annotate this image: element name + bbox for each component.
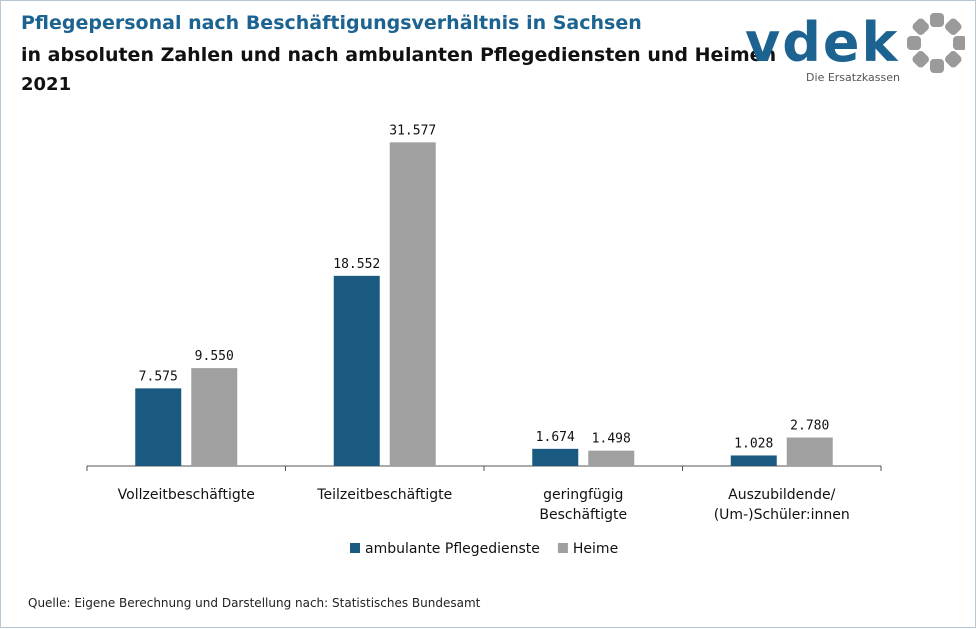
- category-label: Teilzeitbeschäftigte: [316, 487, 452, 503]
- data-label: 1.028: [734, 436, 773, 451]
- bar-ambulant: [135, 388, 182, 466]
- logo-ring-dot: [930, 13, 944, 27]
- legend-swatch: [350, 543, 360, 553]
- data-label: 7.575: [139, 369, 178, 384]
- data-label: 2.780: [790, 419, 829, 434]
- legend-label: ambulante Pflegedienste: [365, 541, 540, 557]
- category-label: (Um-)Schüler:innen: [714, 507, 850, 523]
- data-label: 9.550: [195, 349, 234, 364]
- legend-swatch: [557, 543, 568, 553]
- category-label: geringfügig: [543, 487, 623, 503]
- source-note: Quelle: Eigene Berechnung und Darstellun…: [28, 596, 481, 610]
- logo-ring-dot: [953, 36, 965, 50]
- vdek-logo: vdek Die Ersatzkassen: [745, 11, 965, 84]
- category-label: Beschäftigte: [539, 507, 627, 523]
- logo-ring-dot: [912, 51, 929, 68]
- data-label: 18.552: [333, 257, 380, 272]
- logo-ring-dot: [945, 18, 962, 35]
- logo-wordmark: vdek: [745, 11, 899, 74]
- logo-ring-dot: [930, 59, 944, 73]
- logo-ring-dot: [912, 18, 929, 35]
- bar-heime: [588, 450, 635, 466]
- logo-ring-dot: [945, 51, 962, 68]
- chart-subtitle: in absoluten Zahlen und nach ambulanten …: [21, 44, 777, 66]
- bar-heime: [191, 368, 238, 466]
- bar-ambulant: [730, 455, 777, 466]
- logo-tagline: Die Ersatzkassen: [806, 71, 900, 84]
- bar-heime: [786, 437, 833, 466]
- logo-ring-icon: [907, 13, 965, 73]
- data-label: 1.674: [536, 430, 575, 445]
- bar-heime: [389, 142, 436, 466]
- data-label: 1.498: [592, 432, 631, 447]
- bar-ambulant: [333, 275, 380, 466]
- chart-title: Pflegepersonal nach Beschäftigungsverhäl…: [21, 12, 642, 34]
- logo-ring-dot: [907, 36, 921, 50]
- legend-label: Heime: [573, 541, 618, 557]
- data-label: 31.577: [389, 123, 436, 138]
- category-label: Vollzeitbeschäftigte: [118, 487, 255, 503]
- category-label: Auszubildende/: [728, 487, 836, 503]
- chart-year: 2021: [21, 74, 72, 95]
- bar-ambulant: [532, 448, 579, 466]
